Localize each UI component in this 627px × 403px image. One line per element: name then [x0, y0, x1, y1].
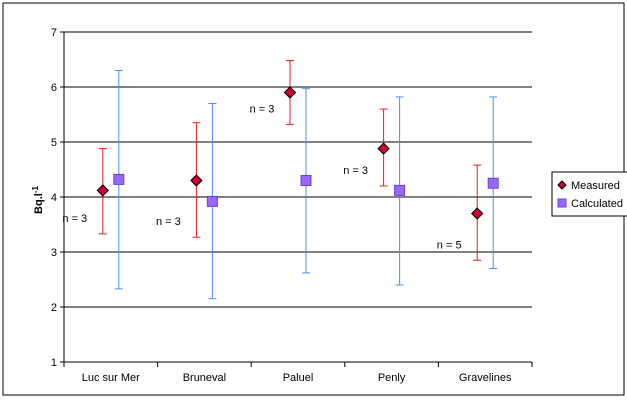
sample-size-annotation: n = 5 [437, 239, 462, 251]
calculated-point [394, 184, 406, 196]
calculated-point [300, 175, 312, 186]
x-tick-label: Penly [378, 372, 406, 384]
y-tick-label: 3 [51, 247, 57, 259]
calculated-point [487, 177, 499, 189]
measured-point [377, 142, 390, 155]
y-axis-label: Bq.l-1 [31, 186, 46, 214]
x-tick-label: Gravelines [459, 372, 512, 384]
sample-size-annotation: n = 3 [250, 103, 275, 115]
y-tick-label: 5 [51, 137, 57, 149]
sample-size-annotation: n = 3 [156, 216, 181, 228]
y-tick-label: 6 [51, 82, 57, 94]
y-tick-label: 1 [51, 357, 57, 369]
sample-size-annotation: n = 3 [343, 165, 368, 177]
y-tick-label: 4 [51, 192, 57, 204]
legend-marker-calculated [557, 198, 567, 208]
y-tick-label: 2 [51, 302, 57, 314]
legend: Measured Calculated [551, 171, 627, 217]
x-tick-label: Bruneval [183, 372, 226, 384]
legend-box [551, 171, 627, 217]
chart-border [2, 2, 625, 396]
calculated-point [113, 173, 125, 185]
x-tick-label: Luc sur Mer [82, 372, 140, 384]
legend-label: Calculated [571, 198, 623, 210]
measured-point [190, 174, 203, 187]
legend-marker-measured [557, 180, 567, 190]
y-tick-label: 7 [51, 27, 57, 39]
measured-point [96, 184, 110, 197]
measured-point [470, 207, 484, 220]
plot-area: 1 2 3 4 5 6 7 Luc sur Mer Bruneval Paluel Penly Gra… [51, 27, 533, 384]
calculated-point [206, 195, 218, 207]
sample-size-annotation: n = 3 [62, 213, 87, 225]
legend-label: Measured [571, 180, 620, 192]
x-tick-label: Paluel [283, 372, 314, 384]
measured-point [283, 86, 297, 99]
